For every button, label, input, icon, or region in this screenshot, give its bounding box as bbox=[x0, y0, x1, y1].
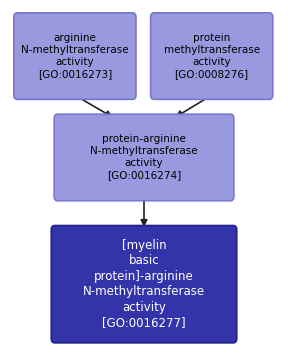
FancyBboxPatch shape bbox=[14, 13, 136, 100]
FancyBboxPatch shape bbox=[54, 114, 234, 201]
Text: [myelin
basic
protein]-arginine
N-methyltransferase
activity
[GO:0016277]: [myelin basic protein]-arginine N-methyl… bbox=[83, 239, 205, 329]
FancyBboxPatch shape bbox=[151, 13, 273, 100]
Text: protein-arginine
N-methyltransferase
activity
[GO:0016274]: protein-arginine N-methyltransferase act… bbox=[90, 134, 198, 181]
FancyBboxPatch shape bbox=[51, 226, 237, 343]
Text: protein
methyltransferase
activity
[GO:0008276]: protein methyltransferase activity [GO:0… bbox=[164, 33, 260, 79]
Text: arginine
N-methyltransferase
activity
[GO:0016273]: arginine N-methyltransferase activity [G… bbox=[21, 33, 129, 79]
